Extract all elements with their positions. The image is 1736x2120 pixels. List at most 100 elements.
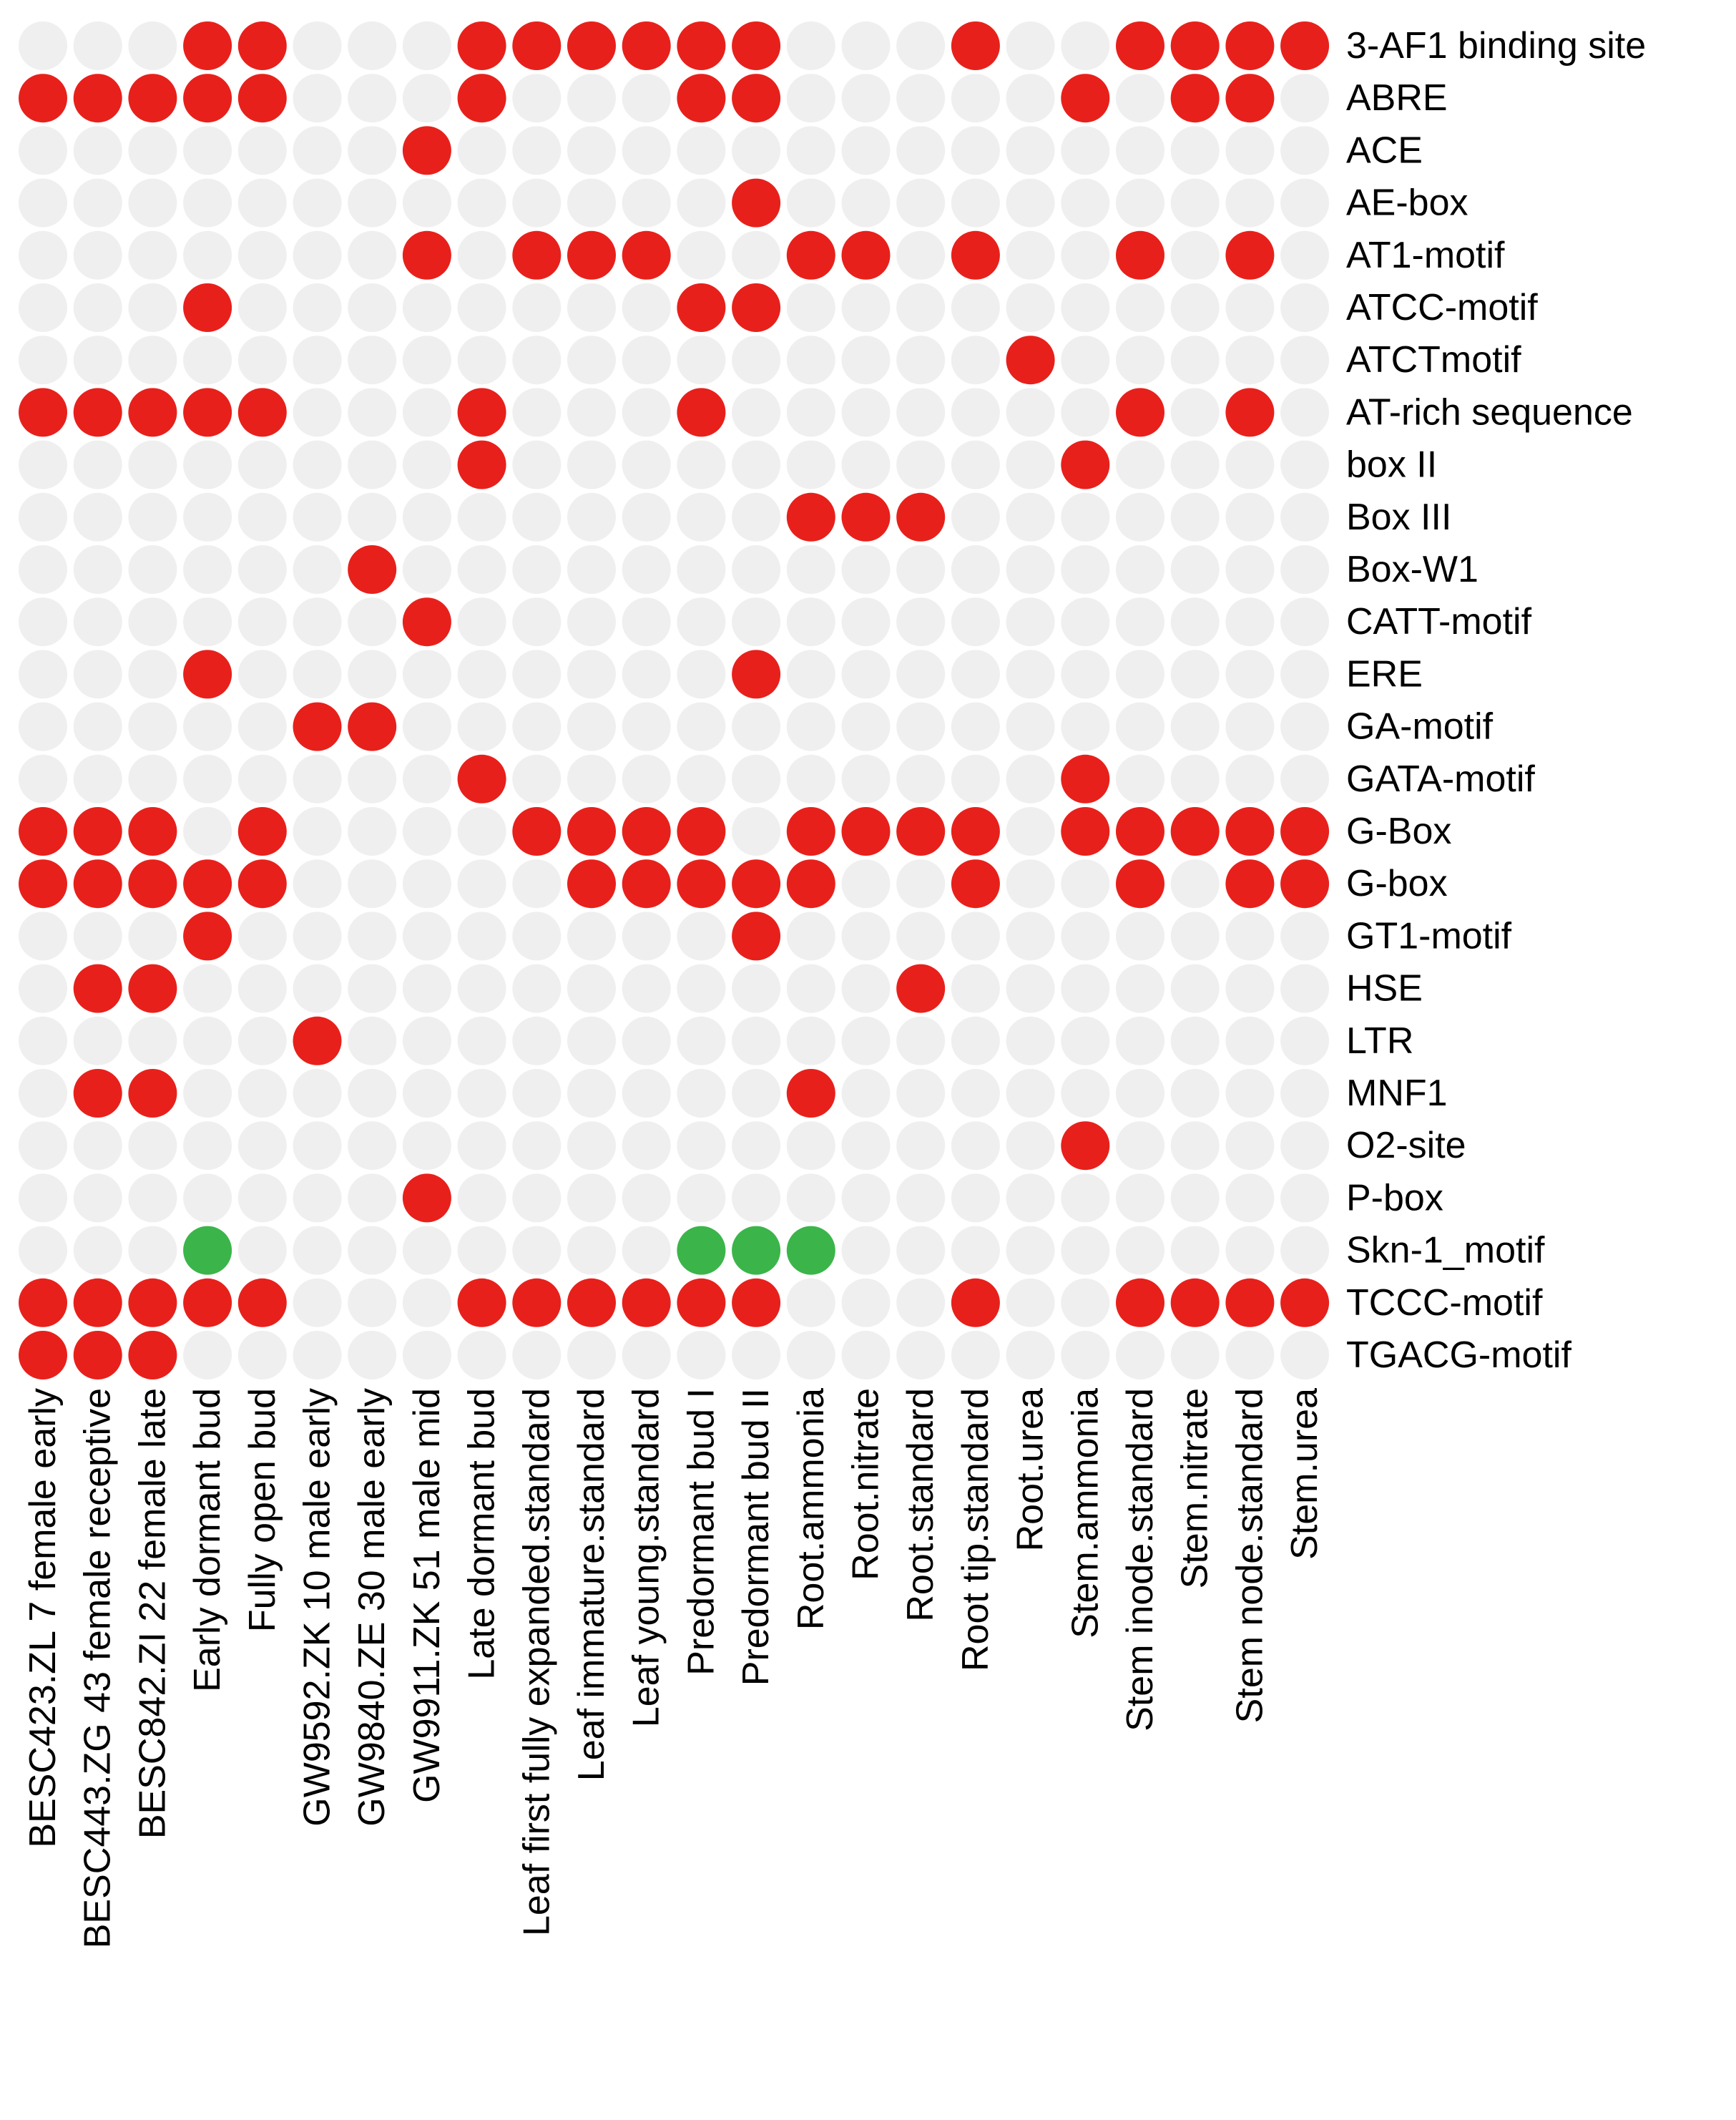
dot-r11-c1 xyxy=(73,597,122,647)
dot-r15-c23 xyxy=(1280,807,1330,856)
dot-r13-c5 xyxy=(293,702,342,751)
dot-r6-c10 xyxy=(567,336,616,385)
dot-r19-c16 xyxy=(896,1016,946,1065)
dot-r3-c13 xyxy=(732,178,781,228)
dot-r1-c7 xyxy=(402,74,451,123)
dot-r20-c16 xyxy=(896,1069,946,1118)
dot-r2-c4 xyxy=(237,126,287,175)
dot-r2-c16 xyxy=(896,126,946,175)
dot-r10-c20 xyxy=(1116,545,1164,594)
dot-r20-c5 xyxy=(293,1069,342,1118)
dot-r3-c2 xyxy=(128,178,177,228)
dot-r17-c4 xyxy=(237,912,287,961)
dot-r19-c0 xyxy=(19,1016,67,1065)
dot-r25-c13 xyxy=(732,1331,781,1379)
row-label: LTR xyxy=(1346,1020,1413,1062)
dot-r14-c16 xyxy=(896,754,946,803)
dot-r14-c20 xyxy=(1116,754,1164,803)
dot-r7-c22 xyxy=(1225,388,1275,437)
dot-r0-c7 xyxy=(402,21,451,70)
dot-r9-c18 xyxy=(1006,492,1055,542)
dot-r4-c8 xyxy=(457,230,506,280)
dot-r6-c7 xyxy=(402,336,451,385)
dot-r5-c4 xyxy=(237,283,287,332)
dot-r2-c10 xyxy=(567,126,616,175)
dot-r11-c10 xyxy=(567,597,616,647)
dot-r2-c21 xyxy=(1170,126,1220,175)
dot-r15-c12 xyxy=(677,807,726,856)
column-label: Leaf young.standard xyxy=(626,1388,667,1727)
dot-r1-c1 xyxy=(73,74,122,123)
dot-r1-c21 xyxy=(1170,74,1220,123)
dot-r21-c16 xyxy=(896,1121,946,1171)
dot-r12-c6 xyxy=(348,650,397,699)
dot-r23-c20 xyxy=(1116,1226,1164,1275)
dot-r24-c10 xyxy=(567,1278,616,1327)
dot-r22-c7 xyxy=(402,1173,451,1223)
dot-r11-c5 xyxy=(293,597,342,647)
dot-r14-c22 xyxy=(1225,754,1275,803)
dot-r19-c5 xyxy=(293,1016,342,1065)
dot-r14-c7 xyxy=(402,754,451,803)
dot-r11-c8 xyxy=(457,597,506,647)
dot-r10-c12 xyxy=(677,545,726,594)
dot-r9-c8 xyxy=(457,492,506,542)
column-label: Leaf first fully expanded.standard xyxy=(516,1388,557,1936)
dot-r13-c7 xyxy=(402,702,451,751)
dot-r10-c14 xyxy=(786,545,835,594)
dot-r18-c18 xyxy=(1006,964,1055,1013)
dot-r0-c4 xyxy=(237,21,287,70)
dot-r22-c12 xyxy=(677,1173,726,1223)
dot-r19-c6 xyxy=(348,1016,397,1065)
dot-r13-c18 xyxy=(1006,702,1055,751)
dot-r7-c21 xyxy=(1170,388,1220,437)
dot-r13-c13 xyxy=(732,702,781,751)
dot-r17-c11 xyxy=(622,912,671,961)
dot-r0-c9 xyxy=(512,21,561,70)
dot-r8-c21 xyxy=(1170,440,1220,489)
dot-r15-c11 xyxy=(622,807,671,856)
dot-r22-c18 xyxy=(1006,1173,1055,1223)
dot-r3-c7 xyxy=(402,178,451,228)
dot-r9-c21 xyxy=(1170,492,1220,542)
row-label: Box III xyxy=(1346,497,1451,538)
dot-r4-c3 xyxy=(183,230,232,280)
dot-r18-c10 xyxy=(567,964,616,1013)
dot-r14-c11 xyxy=(622,754,671,803)
dot-r9-c12 xyxy=(677,492,726,542)
row-label: TCCC-motif xyxy=(1346,1282,1543,1324)
dot-r18-c3 xyxy=(183,964,232,1013)
dot-r4-c15 xyxy=(841,230,891,280)
dot-r23-c12 xyxy=(677,1226,726,1275)
dot-r24-c13 xyxy=(732,1278,781,1327)
dot-r18-c2 xyxy=(128,964,177,1013)
row-label: GA-motif xyxy=(1346,706,1494,748)
dot-r9-c16 xyxy=(896,492,946,542)
dot-r17-c15 xyxy=(841,912,891,961)
dot-r20-c10 xyxy=(567,1069,616,1118)
dot-r10-c2 xyxy=(128,545,177,594)
dot-r9-c9 xyxy=(512,492,561,542)
dot-r6-c20 xyxy=(1116,336,1164,385)
dot-r11-c21 xyxy=(1170,597,1220,647)
dot-r23-c16 xyxy=(896,1226,946,1275)
dot-r19-c1 xyxy=(73,1016,122,1065)
dot-r9-c19 xyxy=(1061,492,1110,542)
dot-r25-c1 xyxy=(73,1331,122,1379)
dot-r25-c20 xyxy=(1116,1331,1164,1379)
dot-r13-c9 xyxy=(512,702,561,751)
dot-r2-c0 xyxy=(19,126,67,175)
dot-r13-c22 xyxy=(1225,702,1275,751)
dot-r3-c15 xyxy=(841,178,891,228)
dot-r7-c1 xyxy=(73,388,122,437)
dot-r3-c9 xyxy=(512,178,561,228)
dot-r24-c20 xyxy=(1116,1278,1164,1327)
dot-r24-c6 xyxy=(348,1278,397,1327)
dot-r9-c0 xyxy=(19,492,67,542)
row-label: GATA-motif xyxy=(1346,758,1535,800)
dot-r13-c14 xyxy=(786,702,835,751)
dot-r10-c19 xyxy=(1061,545,1110,594)
dot-r22-c23 xyxy=(1280,1173,1330,1223)
dot-r10-c15 xyxy=(841,545,891,594)
column-label: Stem.urea xyxy=(1284,1388,1325,1560)
